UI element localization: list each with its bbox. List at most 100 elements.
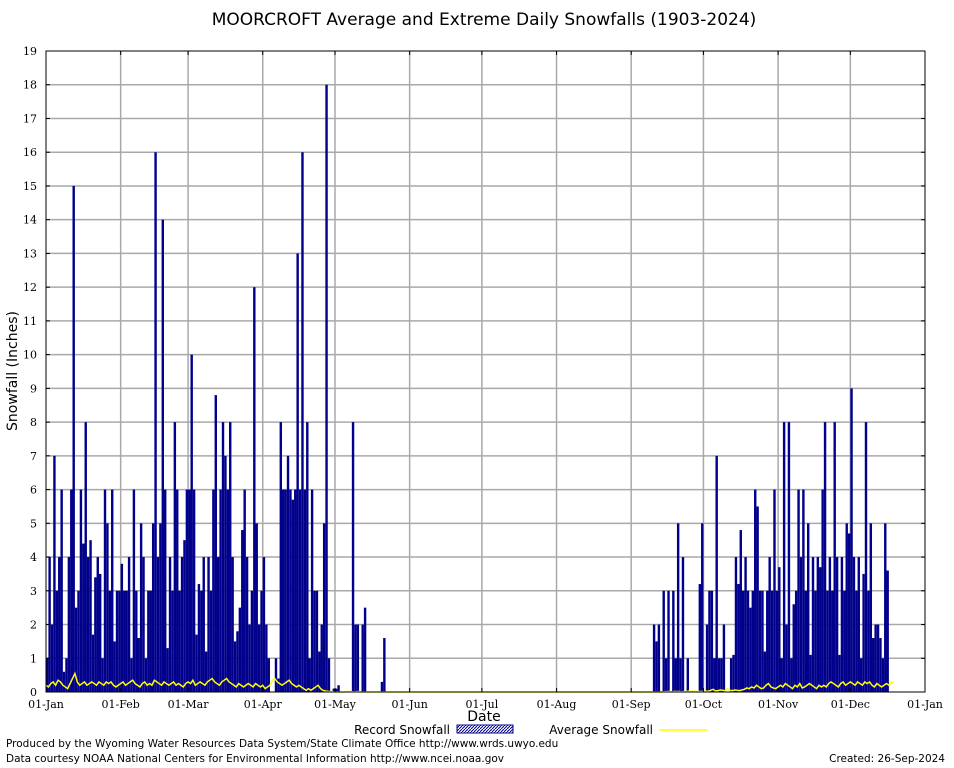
record-snowfall-bar <box>178 590 181 692</box>
record-snowfall-bar <box>301 152 304 692</box>
x-tick-label: 01-Jun <box>391 698 427 711</box>
x-tick-label: 01-Sep <box>612 698 651 711</box>
record-snowfall-bar <box>681 557 685 692</box>
record-snowfall-bar <box>831 590 834 692</box>
record-snowfall-bar <box>773 489 776 692</box>
record-snowfall-bar <box>149 590 152 692</box>
record-snowfall-bar <box>652 624 656 692</box>
record-snowfall-bar <box>351 422 355 692</box>
record-snowfall-bar <box>185 489 189 692</box>
record-snowfall-bar <box>676 523 680 692</box>
record-snowfall-bar <box>686 658 689 692</box>
record-snowfall-bar <box>255 523 258 692</box>
record-snowfall-bar <box>867 590 870 692</box>
y-tick-label: 15 <box>23 180 37 193</box>
y-tick-label: 12 <box>23 281 37 294</box>
x-axis-label: Date <box>467 709 500 725</box>
record-snowfall-bar <box>195 634 198 692</box>
record-snowfall-bar <box>332 688 335 692</box>
x-tick-label: 01-Jan <box>28 698 64 711</box>
x-tick-label: 01-Feb <box>102 698 140 711</box>
record-snowfall-bar <box>833 422 836 692</box>
record-snowfall-bar <box>159 523 162 692</box>
y-tick-label: 6 <box>30 484 37 497</box>
record-snowfall-bar <box>127 557 131 692</box>
record-snowfall-bar <box>864 422 868 692</box>
plot-frame <box>45 50 926 693</box>
record-snowfall-bar <box>792 604 795 692</box>
record-snowfall-bar <box>708 590 711 692</box>
record-snowfall-bar <box>857 557 860 692</box>
x-axis-ticks: 01-Jan 01-Feb 01-Mar 01-Apr 01-May 01-Jun 01-J… <box>28 51 943 711</box>
y-tick-label: 18 <box>23 79 37 92</box>
y-tick-label: 0 <box>30 686 37 699</box>
record-snowfall-bar <box>82 543 85 692</box>
record-snowfall-bar <box>103 489 107 692</box>
record-snowfall-bar <box>86 557 90 692</box>
x-tick-label: 01-Oct <box>685 698 723 711</box>
y-tick-label: 4 <box>30 551 37 564</box>
x-tick-label: 01-Apr <box>244 698 283 711</box>
record-snowfall-bar <box>216 557 220 692</box>
record-snowfall-bar <box>308 658 311 692</box>
record-snowfall-bar <box>306 422 309 692</box>
record-snowfall-bar <box>262 557 266 692</box>
record-snowfall-bar <box>756 506 759 692</box>
record-snowfall-bar <box>672 590 675 692</box>
record-snowfall-bar <box>113 641 116 692</box>
record-snowfall-bar <box>674 658 677 692</box>
record-snowfall-bar <box>274 658 278 692</box>
y-axis-label: Snowfall (Inches) <box>5 311 21 431</box>
record-snowfall-bar <box>354 624 357 692</box>
record-snowfall-bar <box>843 590 846 692</box>
record-snowfall-bar <box>180 557 184 692</box>
record-snowfall-bar <box>749 607 752 692</box>
record-snowfall-bar <box>236 631 239 692</box>
record-snowfall-bar <box>657 624 661 692</box>
record-snowfall-bar <box>101 658 104 692</box>
record-snowfall-bar <box>787 422 791 692</box>
record-snowfall-bar <box>166 648 169 692</box>
record-snowfall-bar <box>852 557 856 692</box>
record-snowfall-bar <box>807 523 810 692</box>
record-snowfall-bar <box>741 590 745 692</box>
record-snowfall-bar <box>161 219 164 692</box>
chart-title: MOORCROFT Average and Extreme Daily Snow… <box>212 10 757 30</box>
record-snowfall-bar <box>248 624 251 692</box>
y-tick-label: 13 <box>23 247 37 260</box>
record-snowfall-bar <box>862 573 865 692</box>
record-snowfall-bar <box>202 557 205 692</box>
record-snowfall-bar <box>130 658 133 692</box>
record-snowfall-bar <box>876 624 880 692</box>
record-snowfall-bar <box>303 489 307 692</box>
record-snowfall-bar <box>874 624 877 692</box>
record-snowfall-bar <box>785 624 788 692</box>
record-snowfall-bar <box>250 590 254 692</box>
record-snowfall-bar <box>761 590 764 692</box>
record-snowfall-bar <box>775 590 779 692</box>
record-snowfall-bar <box>356 624 360 692</box>
record-snowfall-bar <box>322 523 326 692</box>
record-snowfall-bar <box>55 590 59 692</box>
record-snowfall-bar <box>816 557 820 692</box>
record-snowfall-bar <box>212 489 215 692</box>
record-snowfall-bar <box>192 489 196 692</box>
record-snowfall-bar <box>188 489 191 692</box>
record-snowfall-bar <box>111 489 114 692</box>
record-snowfall-bar <box>770 590 774 692</box>
record-snowfall-bar <box>139 523 143 692</box>
record-snowfall-bar <box>190 354 193 692</box>
record-snowfall-bar <box>799 557 803 692</box>
record-snowfall-bar <box>739 530 742 692</box>
record-snowfall-bar <box>850 388 853 692</box>
record-snowfall-bar <box>383 638 386 692</box>
record-snowfall-bars <box>46 84 889 693</box>
record-snowfall-bar <box>872 638 875 692</box>
record-snowfall-bar <box>229 422 232 692</box>
record-snowfall-bar <box>147 590 150 692</box>
y-tick-label: 17 <box>23 112 37 125</box>
record-snowfall-bar <box>701 523 704 692</box>
record-snowfall-bar <box>289 489 292 692</box>
record-snowfall-bar <box>219 489 222 692</box>
record-snowfall-bar <box>156 557 160 692</box>
